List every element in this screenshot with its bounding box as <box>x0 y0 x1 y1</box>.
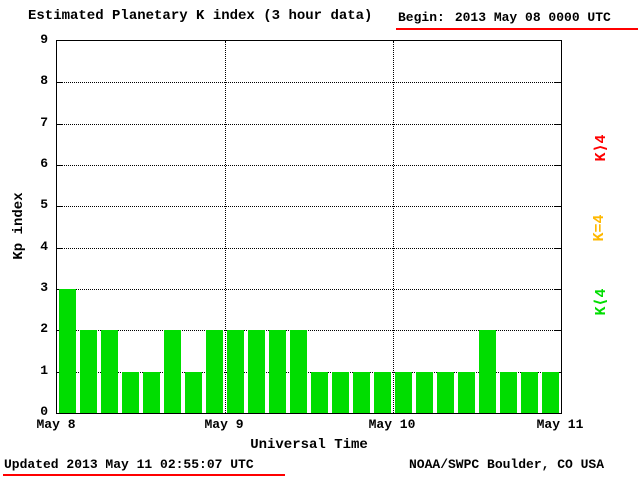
kp-bar <box>332 372 349 413</box>
kp-bar <box>143 372 160 413</box>
gridline-horizontal <box>57 289 561 290</box>
updated-underline <box>3 474 285 476</box>
kp-bar <box>395 372 412 413</box>
y-tick-mark <box>555 247 561 249</box>
kp-bar <box>164 330 181 413</box>
kp-bar <box>500 372 517 413</box>
y-tick-label: 5 <box>40 197 48 213</box>
kp-bar <box>59 289 76 413</box>
kp-bar <box>353 372 370 413</box>
kp-bar <box>290 330 307 413</box>
y-tick-label: 9 <box>40 32 48 47</box>
y-axis-label: Kp index <box>11 192 27 260</box>
gridline-vertical <box>393 41 394 413</box>
kp-bar <box>101 330 118 413</box>
kp-bar <box>227 330 244 413</box>
gridline-vertical <box>225 41 226 413</box>
kp-bar <box>269 330 286 413</box>
y-tick-mark <box>555 289 561 290</box>
y-tick-mark <box>57 206 63 208</box>
updated-text: Updated 2013 May 11 02:55:07 UTC <box>4 457 254 472</box>
y-tick-mark <box>57 247 63 249</box>
kp-bar <box>311 372 328 413</box>
y-tick-mark <box>555 165 561 166</box>
begin-text: Begin: 2013 May 08 0000 UTC <box>398 10 611 25</box>
legend-k-gt-4: K⟩4 <box>593 134 610 162</box>
kp-bar <box>185 372 202 413</box>
gridline-horizontal <box>57 82 561 84</box>
y-tick-label: 4 <box>40 238 48 254</box>
y-tick-label: 7 <box>40 114 48 130</box>
gridline-horizontal <box>57 165 561 166</box>
kp-bar <box>521 372 538 413</box>
gridline-horizontal <box>57 330 561 332</box>
x-tick-label: May 8 <box>36 417 76 432</box>
y-tick-mark <box>555 82 561 84</box>
gridline-horizontal <box>57 247 561 249</box>
y-tick-label: 8 <box>40 73 48 89</box>
y-tick-label: 6 <box>40 156 48 171</box>
begin-value: 2013 May 08 0000 UTC <box>454 10 611 25</box>
legend-k-eq-4: K=4 <box>591 214 608 242</box>
kp-bar <box>542 372 559 413</box>
kp-bar <box>248 330 265 413</box>
begin-label: Begin: <box>398 10 445 25</box>
y-tick-label: 0 <box>40 404 48 419</box>
y-tick-label: 3 <box>40 280 48 295</box>
kp-bar <box>479 330 496 413</box>
y-tick-label: 2 <box>40 321 48 337</box>
y-tick-mark <box>555 206 561 208</box>
x-axis-label: Universal Time <box>250 437 368 453</box>
kp-bar <box>122 372 139 413</box>
y-tick-mark <box>57 82 63 84</box>
y-tick-mark <box>555 123 561 125</box>
kp-bar <box>374 372 391 413</box>
kp-bar <box>458 372 475 413</box>
y-tick-label: 1 <box>40 362 48 378</box>
x-tick-label: May 9 <box>204 417 244 432</box>
begin-underline <box>396 28 638 30</box>
source-text: NOAA/SWPC Boulder, CO USA <box>409 457 605 472</box>
kp-bar <box>416 372 433 413</box>
y-tick-mark <box>57 165 63 166</box>
x-tick-label: May 10 <box>368 417 416 432</box>
plot-area <box>56 40 562 414</box>
gridline-horizontal <box>57 123 561 125</box>
kp-bar <box>437 372 454 413</box>
legend-k-lt-4: K⟨4 <box>593 288 610 316</box>
y-tick-mark <box>57 123 63 125</box>
kp-bar <box>80 330 97 413</box>
gridline-horizontal <box>57 206 561 208</box>
chart-title: Estimated Planetary K index (3 hour data… <box>28 8 373 24</box>
y-tick-mark <box>555 330 561 332</box>
kp-bar <box>206 330 223 413</box>
x-tick-label: May 11 <box>536 417 584 432</box>
gridline-horizontal <box>57 371 561 373</box>
